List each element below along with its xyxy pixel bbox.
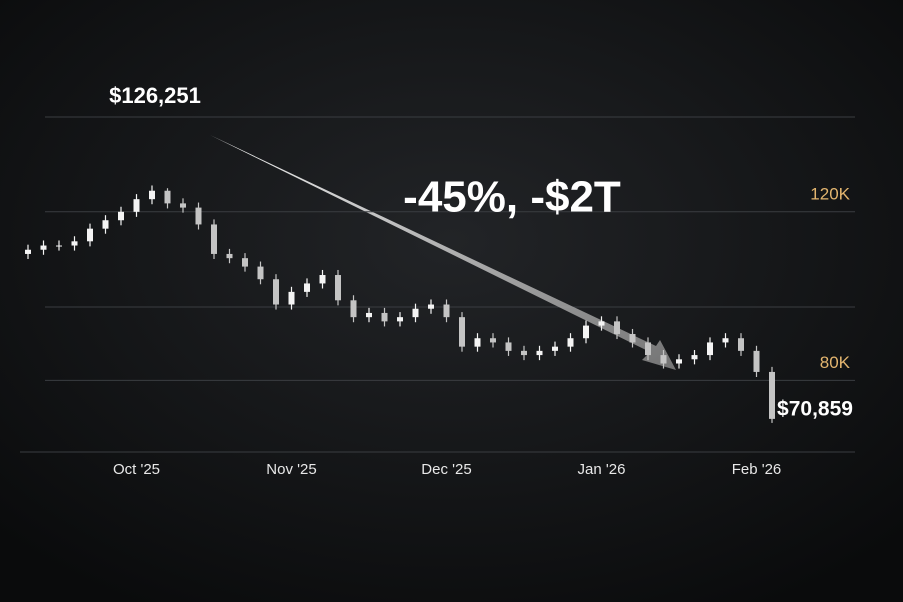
candle-body — [459, 317, 465, 347]
candle-body — [598, 321, 605, 326]
candle-body — [676, 359, 682, 364]
candle-body — [629, 334, 636, 343]
candle-body — [397, 317, 403, 322]
candle-body — [583, 325, 589, 339]
x-tick-label: Oct '25 — [113, 461, 160, 478]
candle-body — [521, 350, 527, 356]
candle-body — [164, 190, 171, 204]
candle-body — [195, 207, 202, 225]
candle-body — [366, 312, 372, 318]
candle-body — [226, 253, 233, 259]
x-tick-label: Dec '25 — [421, 461, 471, 478]
candle-body — [180, 203, 186, 208]
candle-body — [133, 199, 140, 212]
candle-body — [288, 291, 295, 305]
candle-body — [443, 304, 450, 318]
candle-body — [87, 228, 93, 242]
candle-body — [645, 342, 651, 356]
candle-body — [273, 279, 279, 305]
candle-body — [660, 355, 667, 364]
candle-body — [257, 266, 264, 280]
candle-body — [319, 275, 326, 284]
y-tick-label: 80K — [820, 353, 851, 372]
candle-body — [707, 342, 713, 356]
candle-body — [722, 338, 729, 343]
candle-body — [536, 350, 543, 356]
drop-annotation: -45%, -$2T — [403, 173, 621, 222]
candle-body — [490, 338, 496, 343]
candle-body — [56, 245, 62, 247]
candle-body — [350, 300, 357, 318]
candle-body — [211, 224, 217, 254]
candle-body — [691, 355, 698, 360]
candle-body — [567, 338, 574, 347]
x-tick-label: Nov '25 — [266, 461, 316, 478]
peak-label: $126,251 — [109, 83, 201, 108]
candle-body — [753, 350, 760, 372]
candle-body — [769, 371, 775, 419]
candle-body — [304, 283, 310, 292]
candle-body — [552, 346, 558, 351]
candle-body — [149, 190, 155, 200]
candle-body — [242, 258, 248, 267]
candle-body — [381, 312, 388, 322]
candle-body — [614, 321, 620, 335]
x-tick-label: Jan '26 — [578, 461, 626, 478]
candle-body — [335, 275, 341, 301]
candle-body — [428, 304, 434, 309]
candle-body — [738, 338, 744, 351]
candle-body — [474, 338, 481, 347]
candle-body — [505, 342, 512, 351]
candle-body — [412, 308, 419, 318]
candle-body — [71, 241, 78, 246]
candle-body — [118, 211, 124, 221]
y-tick-label: 120K — [810, 184, 850, 203]
last-price-label: $70,859 — [777, 398, 853, 421]
candle-body — [40, 245, 47, 250]
x-tick-label: Feb '26 — [732, 461, 782, 478]
candle-body — [102, 220, 109, 229]
candle-body — [25, 249, 31, 254]
